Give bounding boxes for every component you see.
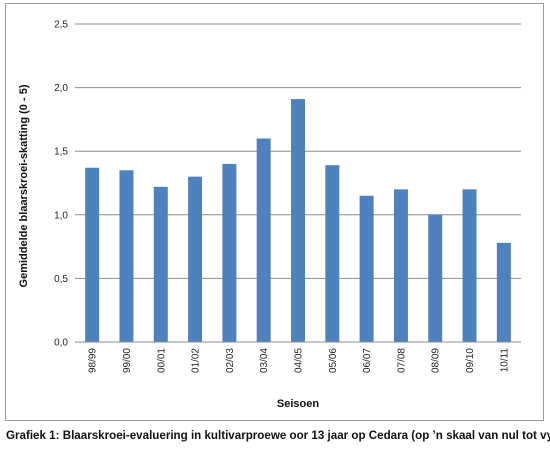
y-axis-title: Gemiddelde blaarskroei-skatting (0 - 5) (18, 84, 30, 287)
bar-00-01 (153, 186, 168, 342)
x-tick-label: 10/11 (499, 348, 510, 373)
x-tick-label: 06/07 (362, 348, 373, 373)
x-axis-title: Seisoen (277, 398, 319, 410)
x-tick-label: 98/99 (88, 348, 99, 373)
x-tick-label: 09/10 (465, 348, 476, 373)
y-tick-label: 0,0 (54, 338, 68, 349)
x-tick-label: 03/04 (259, 348, 270, 373)
y-tick-label: 1,5 (54, 147, 68, 158)
x-tick-label: 00/01 (156, 348, 167, 373)
bar-10-11 (496, 242, 511, 342)
bar-04-05 (291, 99, 305, 342)
x-tick-label: 01/02 (191, 348, 202, 373)
bar-chart: 0,0 0,5 1,0 1,5 2,0 2,5 98/99 99/00 00/01 01/02 0… (18, 20, 521, 410)
x-tick-label: 04/05 (294, 348, 305, 373)
x-tick-label: 08/09 (431, 348, 442, 373)
bar-06-07 (359, 195, 374, 342)
x-tick-labels: 98/99 99/00 00/01 01/02 02/03 03/04 04/05 05/06… (88, 348, 511, 373)
bar-05-06 (325, 165, 340, 342)
bars (85, 99, 511, 342)
bar-01-02 (188, 176, 203, 342)
figure-caption: Grafiek 1: Blaarskroei-evaluering in kul… (6, 429, 550, 442)
bar-99-00 (119, 170, 134, 342)
y-tick-label: 1,0 (54, 210, 68, 221)
bar-09-10 (462, 189, 477, 342)
bar-08-09 (428, 214, 443, 342)
y-tick-label: 0,5 (54, 274, 68, 285)
y-tick-labels: 0,0 0,5 1,0 1,5 2,0 2,5 (54, 20, 68, 349)
x-tick-label: 07/08 (396, 348, 407, 373)
y-tick-label: 2,5 (54, 20, 68, 31)
bar-98-99 (85, 167, 100, 342)
bar-03-04 (256, 138, 271, 342)
x-tick-label: 99/00 (122, 348, 133, 373)
y-tick-label: 2,0 (54, 83, 68, 94)
bar-02-03 (222, 163, 237, 342)
x-tick-label: 05/06 (328, 348, 339, 373)
bar-07-08 (393, 189, 408, 342)
x-tick-label: 02/03 (225, 348, 236, 373)
